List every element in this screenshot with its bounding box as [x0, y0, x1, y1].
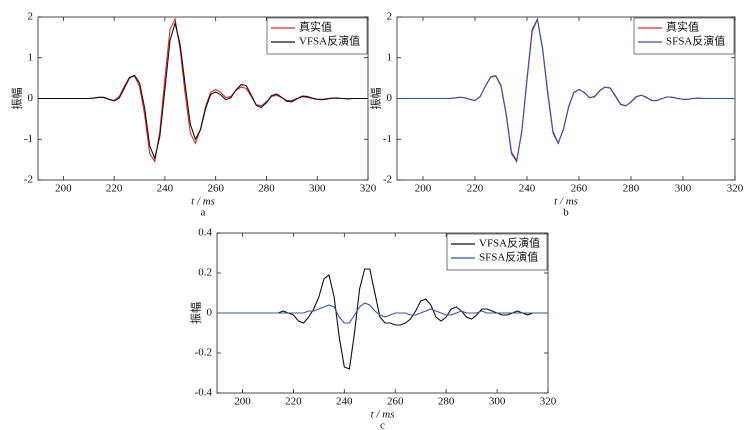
x-tick-label: 280 — [438, 396, 455, 408]
x-tick-label: 220 — [106, 183, 123, 195]
x-tick-label: 220 — [467, 183, 484, 195]
x-axis-label: t / ms — [191, 196, 215, 208]
y-tick-label: 0.2 — [198, 267, 212, 279]
x-tick-label: 200 — [55, 183, 72, 195]
panel-caption: c — [380, 420, 385, 430]
legend-label: SFSA反演值 — [479, 250, 538, 264]
y-tick-label: 1 — [387, 51, 393, 63]
x-tick-label: 240 — [336, 396, 353, 408]
y-tick-label: 2 — [387, 11, 393, 23]
y-tick-label: 2 — [28, 11, 34, 23]
y-axis-label: 振幅 — [369, 88, 383, 110]
x-tick-label: 320 — [727, 183, 744, 195]
x-axis-label: t / ms — [554, 196, 578, 208]
x-tick-label: 320 — [360, 183, 377, 195]
x-tick-label: 260 — [387, 396, 404, 408]
x-tick-label: 240 — [519, 183, 536, 195]
y-tick-label: -1 — [24, 133, 33, 145]
x-tick-label: 260 — [571, 183, 588, 195]
x-tick-label: 200 — [234, 396, 251, 408]
y-tick-label: 1 — [28, 51, 34, 63]
x-tick-label: 200 — [415, 183, 432, 195]
x-tick-label: 260 — [207, 183, 224, 195]
x-tick-label: 300 — [309, 183, 326, 195]
y-tick-label: -2 — [24, 174, 33, 186]
y-tick-label: -1 — [383, 133, 392, 145]
x-tick-label: 280 — [623, 183, 640, 195]
legend-label: SFSA反演值 — [666, 34, 725, 48]
x-tick-label: 280 — [258, 183, 275, 195]
y-tick-label: 0.4 — [198, 227, 212, 239]
y-tick-label: -2 — [383, 174, 392, 186]
x-tick-label: 300 — [675, 183, 692, 195]
x-tick-label: 220 — [285, 396, 302, 408]
legend-label: VFSA反演值 — [479, 236, 540, 250]
legend-box — [633, 17, 735, 55]
legend-box — [266, 17, 368, 55]
legend-box — [446, 233, 548, 271]
panel-caption: b — [563, 207, 569, 219]
data-line — [397, 17, 735, 162]
legend-label: VFSA反演值 — [299, 34, 360, 48]
x-tick-label: 240 — [157, 183, 174, 195]
legend-label: 真实值 — [299, 20, 332, 34]
data-line — [217, 302, 548, 324]
y-tick-label: 0 — [207, 307, 213, 319]
y-tick-label: 0 — [28, 92, 34, 104]
y-axis-label: 振幅 — [189, 302, 203, 324]
data-line — [38, 20, 368, 161]
x-tick-label: 300 — [489, 396, 506, 408]
legend-label: 真实值 — [666, 20, 699, 34]
y-axis-label: 振幅 — [10, 88, 24, 110]
data-line — [217, 268, 548, 370]
y-tick-label: -0.2 — [195, 347, 212, 359]
y-tick-label: 0 — [387, 92, 393, 104]
panel-caption: a — [201, 207, 206, 219]
x-tick-label: 320 — [540, 396, 557, 408]
y-tick-label: -0.4 — [195, 387, 213, 399]
x-axis-label: t / ms — [371, 409, 395, 421]
